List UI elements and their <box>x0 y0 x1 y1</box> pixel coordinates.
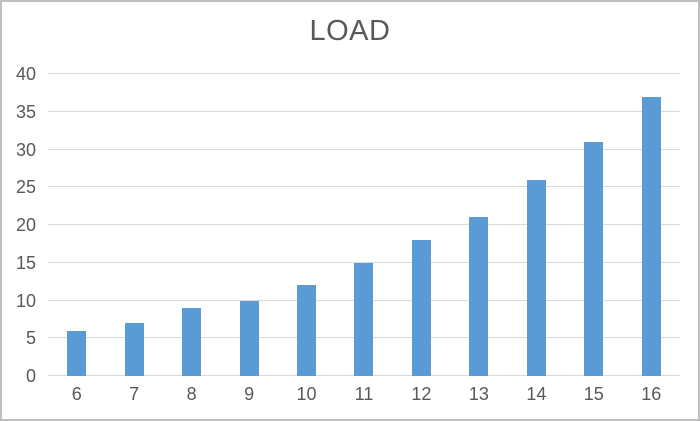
bar-12 <box>411 240 431 376</box>
bar-slot-7 <box>105 74 162 376</box>
x-tick-label-8: 8 <box>186 384 197 404</box>
bar-6 <box>67 330 87 376</box>
gridline-40 <box>48 73 680 74</box>
y-tick-label-30: 30 <box>15 139 36 160</box>
bar-8 <box>182 308 202 376</box>
y-tick-label-15: 15 <box>15 252 36 273</box>
gridline-20 <box>48 224 680 225</box>
bar-slot-6 <box>48 74 105 376</box>
plot-area <box>48 73 680 376</box>
bar-slot-11 <box>335 74 392 376</box>
x-tick-label-11: 11 <box>354 384 374 404</box>
bar-10 <box>297 285 317 376</box>
x-tick-label-14: 14 <box>526 384 547 404</box>
bar-9 <box>239 300 259 376</box>
bar-slot-16 <box>623 74 680 376</box>
bar-slot-8 <box>163 74 220 376</box>
gridline-35 <box>48 110 680 112</box>
y-tick-label-10: 10 <box>15 290 36 311</box>
bar-slot-13 <box>450 74 507 376</box>
y-tick-label-5: 5 <box>25 328 36 349</box>
x-axis-labels: 6 7 8 9 10 11 12 13 14 15 16 <box>48 385 680 403</box>
y-tick-label-25: 25 <box>15 177 36 198</box>
bar-series <box>48 74 680 376</box>
bar-7 <box>124 323 144 376</box>
bar-15 <box>584 141 604 376</box>
y-tick-label-0: 0 <box>25 366 36 386</box>
bar-slot-12 <box>393 74 450 376</box>
bar-14 <box>526 179 546 376</box>
y-tick-label-20: 20 <box>15 215 36 235</box>
x-tick-label-13: 13 <box>468 384 489 404</box>
x-tick-label-15: 15 <box>583 384 604 404</box>
x-tick-label-7: 7 <box>129 384 140 404</box>
x-tick-label-16: 16 <box>641 384 662 404</box>
bar-13 <box>469 217 489 376</box>
chart-title: LOAD <box>309 15 391 47</box>
bar-16 <box>641 96 661 376</box>
bar-slot-15 <box>565 74 622 376</box>
bar-slot-14 <box>508 74 565 376</box>
x-tick-label-10: 10 <box>296 384 317 404</box>
x-tick-label-9: 9 <box>244 384 255 404</box>
gridline-30 <box>48 148 680 150</box>
bar-slot-9 <box>220 74 277 376</box>
y-tick-label-40: 40 <box>15 64 36 84</box>
gridline-15 <box>48 261 680 263</box>
y-tick-label-35: 35 <box>15 101 36 122</box>
x-tick-label-6: 6 <box>71 384 82 404</box>
bar-11 <box>354 262 374 376</box>
bar-slot-10 <box>278 74 335 376</box>
gridline-25 <box>48 186 680 188</box>
x-tick-label-12: 12 <box>411 384 432 404</box>
y-axis-labels: 0 5 10 15 20 25 30 35 40 <box>2 65 36 385</box>
